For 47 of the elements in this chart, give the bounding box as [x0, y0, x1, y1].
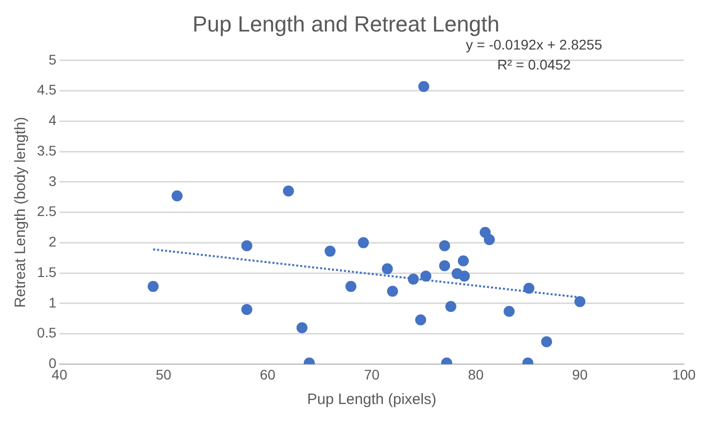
y-tick-label: 1.5	[36, 264, 57, 280]
point	[408, 274, 419, 285]
point	[358, 237, 369, 248]
point	[241, 304, 252, 316]
point	[458, 270, 470, 282]
y-tick-label: 0.5	[36, 324, 57, 341]
point	[523, 282, 534, 294]
y-tick-label: 1	[48, 294, 57, 310]
y-tick-label: 2.5	[36, 203, 57, 220]
point	[418, 81, 430, 92]
y-tick-label: 5	[48, 51, 57, 68]
point	[541, 336, 552, 348]
point	[324, 246, 336, 257]
point	[387, 286, 398, 297]
point	[574, 296, 586, 308]
point	[282, 186, 294, 197]
annotation: R² = 0.0452	[497, 56, 571, 72]
point	[504, 306, 515, 317]
x-tick-label: 50	[156, 366, 172, 382]
point	[458, 255, 469, 266]
point	[148, 280, 159, 292]
x-axis-title: Pup Length (pixels)	[307, 391, 436, 408]
x-tick-label: 80	[468, 366, 484, 382]
y-tick-label: 4	[48, 112, 57, 128]
y-tick-label: 0	[48, 355, 57, 372]
point	[439, 240, 450, 252]
point	[484, 234, 495, 246]
chart-title: Pup Length and Retreat Length	[192, 11, 500, 36]
y-tick-label: 2	[48, 234, 57, 250]
y-axis-title: Retreat Length (body length)	[12, 116, 30, 308]
y-tick-label: 4.5	[36, 82, 57, 98]
x-tick-label: 70	[364, 366, 380, 382]
text: y = -0.0192x + 2.8255	[466, 36, 602, 52]
x-tick-label: 100	[672, 366, 696, 382]
x-tick-label: 60	[260, 366, 276, 382]
y-tick-label: 3.5	[36, 142, 57, 158]
point	[439, 260, 450, 272]
y-tick-label: 3	[48, 172, 57, 189]
point	[415, 314, 426, 326]
x-tick-label: 90	[572, 366, 588, 382]
point	[345, 280, 356, 292]
point	[445, 300, 456, 312]
point	[296, 322, 308, 334]
point	[241, 240, 252, 252]
point	[172, 190, 183, 202]
point	[420, 270, 432, 282]
point	[382, 263, 393, 274]
